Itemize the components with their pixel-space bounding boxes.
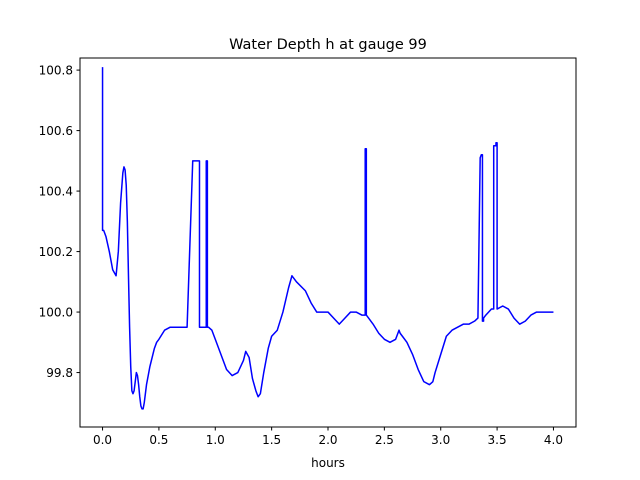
y-axis-ticks: 99.8 100.0 100.2 100.4 100.6 100.8: [39, 64, 80, 380]
plot-area: [80, 58, 576, 427]
x-tick-label: 1.0: [206, 433, 225, 447]
y-tick-label: 100.4: [39, 185, 73, 199]
x-tick-label: 0.0: [93, 433, 112, 447]
x-tick-label: 1.5: [262, 433, 281, 447]
y-tick-label: 99.8: [46, 366, 73, 380]
x-tick-label: 4.0: [544, 433, 563, 447]
x-axis-label: hours: [311, 456, 345, 470]
chart-title: Water Depth h at gauge 99: [229, 37, 427, 53]
x-tick-label: 0.5: [149, 433, 168, 447]
x-tick-label: 3.5: [488, 433, 507, 447]
series-line-1: [101, 67, 554, 410]
x-tick-label: 3.0: [431, 433, 450, 447]
y-tick-label: 100.0: [39, 306, 73, 320]
x-tick-label: 2.5: [375, 433, 394, 447]
x-tick-label: 2.0: [318, 433, 337, 447]
y-tick-label: 100.8: [39, 64, 73, 78]
x-axis-ticks: 0.0 0.5 1.0 1.5 2.0 2.5 3.0 3.5 4.0: [93, 427, 563, 447]
y-tick-label: 100.2: [39, 245, 73, 259]
series-layer: [101, 67, 554, 410]
plot-frame: [79, 57, 577, 428]
y-tick-label: 100.6: [39, 124, 73, 138]
